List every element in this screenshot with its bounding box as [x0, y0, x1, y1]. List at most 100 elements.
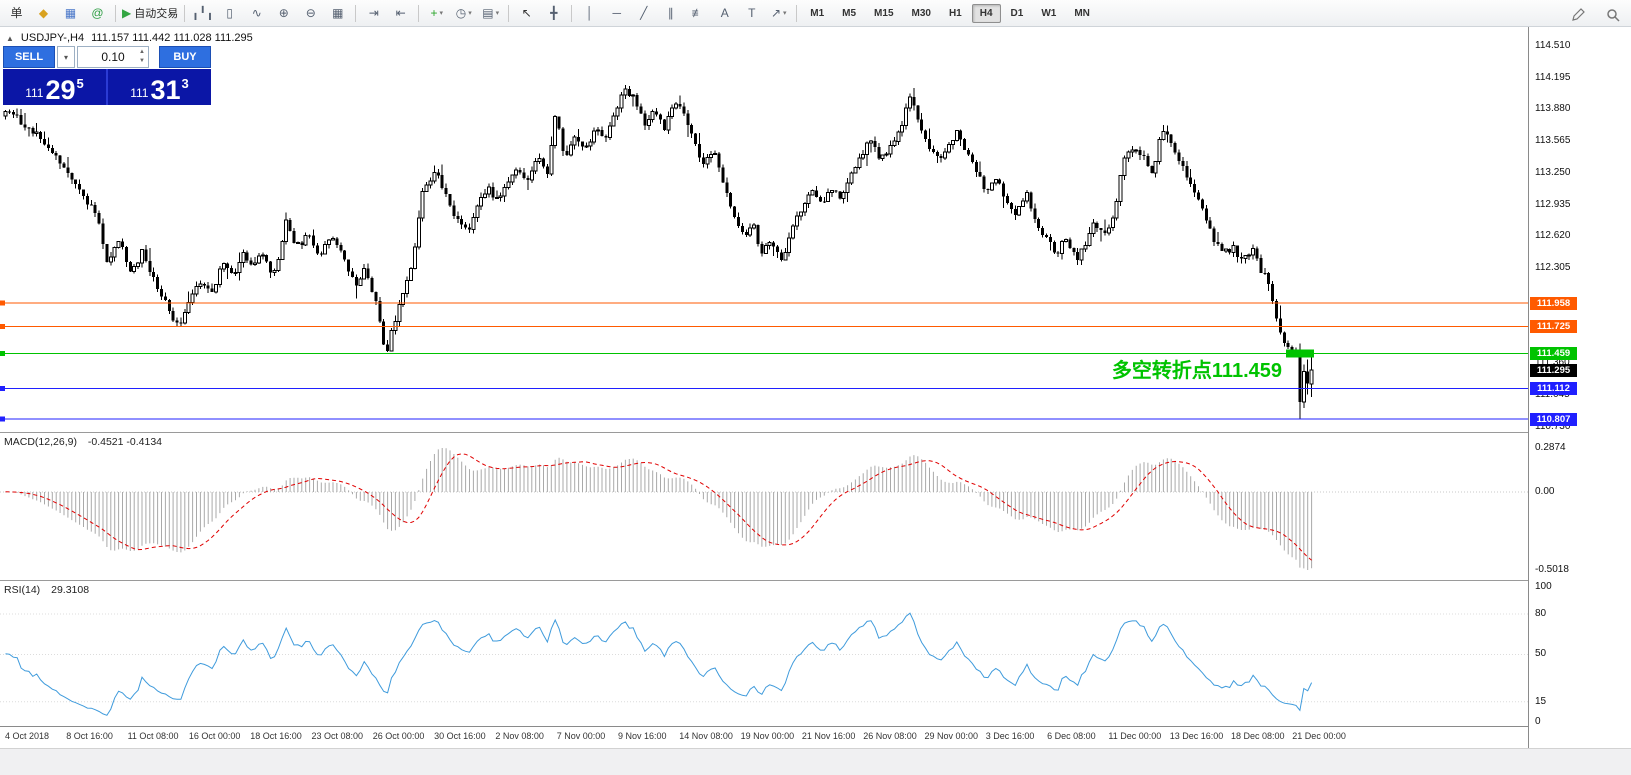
price-axis-label: 112.620 [1535, 230, 1571, 242]
timeframe-button-m1[interactable]: M1 [810, 7, 825, 19]
price-axis-label: 113.565 [1535, 135, 1571, 147]
compose-icon[interactable] [1564, 4, 1591, 25]
timeframe-button-m15[interactable]: M15 [874, 7, 894, 19]
template-icon[interactable]: ▤ ▾ [477, 3, 504, 24]
bar-chart-icon-glyph: ╻╹╻ [191, 6, 214, 20]
price-axis-label: 110.730 [1535, 420, 1571, 432]
volume-input[interactable]: 0.10 ▲ ▼ [77, 46, 149, 68]
volume-spinner: ▲ ▼ [137, 48, 147, 66]
price-chart-canvas[interactable] [0, 27, 1528, 432]
chart-ohlc-values: 111.157 111.442 111.028 111.295 [91, 32, 253, 44]
market-watch-icon[interactable]: @ [84, 3, 111, 24]
timeframe-button-mn[interactable]: MN [1074, 7, 1090, 19]
time-axis[interactable]: 4 Oct 2018 8 Oct 16:00 11 Oct 08:00 16 Oct … [0, 726, 1528, 748]
line-chart-icon[interactable]: ∿ [243, 3, 270, 24]
timeframe-button-d1[interactable]: D1 [1010, 7, 1024, 19]
price-level-badge: 110.807 [1530, 412, 1577, 426]
candlestick-chart-icon[interactable]: ▯ [216, 3, 243, 24]
time-axis-label: 2 Nov 08:00 [495, 731, 544, 741]
new-order-icon[interactable]: ◆ [30, 3, 57, 24]
buy-button[interactable]: BUY [159, 46, 211, 68]
zoom-out-icon[interactable]: ⊖ [297, 3, 324, 24]
buy-price-pip: 3 [181, 76, 189, 91]
macd-panel-canvas[interactable] [0, 432, 1528, 580]
dropdown-arrow-icon: ▾ [439, 10, 443, 17]
time-axis-label: 26 Oct 00:00 [372, 731, 425, 741]
price-axis-label: 112.305 [1535, 262, 1571, 274]
current-price-badge: 111.295 [1530, 363, 1577, 377]
terminal-icon-glyph: ▦ [64, 6, 77, 20]
time-axis-label: 11 Dec 00:00 [1108, 731, 1162, 741]
toolbar-right-icons [1564, 4, 1626, 25]
chart-shift-icon-glyph: ⇤ [395, 6, 406, 20]
crosshair-icon[interactable]: ╋ [540, 3, 567, 24]
chart-area: ▲ USDJPY-,H4 111.157 111.442 111.028 111… [0, 27, 1631, 748]
main-toolbar: 单 ◆ ▦ @ ▶ 自动交易 ╻╹╻ ▯ ∿ ⊕ ⊖ ▦ ⇥ ⇤ + ▾ ◷ ▾ ▤ ▾ ↖ ╋ │ ─ ╱ ∥ ≢ A T ↗ ▾ M1 M5… [0, 0, 1631, 27]
time-axis-label: 21 Nov 16:00 [801, 731, 856, 741]
time-axis-label: 9 Nov 16:00 [618, 731, 667, 741]
periods-icon[interactable]: ◷ ▾ [450, 3, 477, 24]
auto-scroll-icon[interactable]: ⇥ [360, 3, 387, 24]
volume-spinner-down-icon[interactable]: ▼ [139, 58, 145, 64]
price-divider [106, 69, 108, 105]
vertical-line-icon[interactable]: │ [576, 3, 603, 24]
chart-shift-icon[interactable]: ⇤ [387, 3, 414, 24]
price-axis-label: 113.880 [1535, 103, 1571, 115]
add-indicator-icon[interactable]: + ▾ [423, 3, 450, 24]
sell-button[interactable]: SELL [3, 46, 55, 68]
arrows-icon[interactable]: ↗ ▾ [765, 3, 792, 24]
macd-panel-separator[interactable] [0, 432, 1631, 433]
macd-axis-label: 0.00 [1535, 486, 1555, 497]
trendline-icon[interactable]: ╱ [630, 3, 657, 24]
timeframe-button-m5[interactable]: M5 [842, 7, 857, 19]
timeframe-button-m30[interactable]: M30 [911, 7, 931, 19]
auto-trading-button-label: 自动交易 [134, 8, 179, 20]
tile-windows-icon[interactable]: ▦ [324, 3, 351, 24]
timeframe-button-h1[interactable]: H1 [948, 7, 962, 19]
price-axis[interactable]: 114.510 114.195 113.880 113.565 113.250 112.9… [1528, 27, 1631, 748]
auto-trading-button-glyph: ▶ [122, 6, 132, 20]
channel-icon[interactable]: ∥ [657, 3, 684, 24]
rsi-panel-separator[interactable] [0, 580, 1631, 581]
macd-name: MACD(12,26,9) [4, 436, 77, 448]
timeframe-button-h4[interactable]: H4 [971, 3, 1001, 23]
time-axis-label: 21 Dec 00:00 [1292, 731, 1346, 741]
rsi-value: 29.3108 [51, 584, 90, 596]
sell-price-prefix: 111 [25, 86, 44, 100]
channel-icon-glyph: ∥ [667, 6, 674, 20]
chart-annotation-text: 多空转折点111.459 [1111, 360, 1282, 382]
text-icon[interactable]: A [711, 3, 738, 24]
bar-chart-icon[interactable]: ╻╹╻ [189, 3, 216, 24]
price-axis-label: 114.195 [1535, 71, 1571, 83]
fibonacci-icon[interactable]: ≢ [684, 3, 711, 24]
market-watch-icon-glyph: @ [91, 6, 104, 20]
time-axis-label: 19 Nov 00:00 [740, 731, 795, 741]
volume-dropdown[interactable]: ▾ [57, 46, 75, 68]
label-icon[interactable]: T [738, 3, 765, 24]
horizontal-line-icon[interactable]: ─ [603, 3, 630, 24]
auto-trading-button[interactable]: ▶ 自动交易 [120, 3, 180, 24]
toolbar-separator [115, 4, 116, 22]
vertical-line-icon-glyph: │ [585, 6, 594, 20]
price-level-badge: 111.112 [1530, 381, 1577, 395]
price-level-badge: 111.725 [1530, 320, 1577, 334]
rsi-axis-label: 15 [1535, 696, 1547, 707]
cursor-icon[interactable]: ↖ [513, 3, 540, 24]
toolbar-separator [796, 4, 798, 22]
buy-price-prefix: 111 [130, 86, 149, 100]
menu-text[interactable]: 单 [3, 3, 30, 24]
search-icon[interactable] [1599, 4, 1626, 25]
rsi-axis-label: 50 [1535, 648, 1547, 659]
terminal-icon[interactable]: ▦ [57, 3, 84, 24]
volume-spinner-up-icon[interactable]: ▲ [139, 49, 145, 55]
sell-price[interactable]: 111 29 5 [3, 69, 106, 105]
macd-axis-label: -0.5018 [1535, 564, 1569, 575]
zoom-in-icon[interactable]: ⊕ [270, 3, 297, 24]
candlestick-chart-icon-glyph: ▯ [226, 6, 234, 20]
time-axis-label: 16 Oct 00:00 [188, 731, 241, 741]
rsi-panel-canvas[interactable] [0, 580, 1528, 726]
timeframe-button-w1[interactable]: W1 [1041, 7, 1057, 19]
toolbar-separator [571, 4, 573, 22]
buy-price[interactable]: 111 31 3 [108, 69, 211, 105]
